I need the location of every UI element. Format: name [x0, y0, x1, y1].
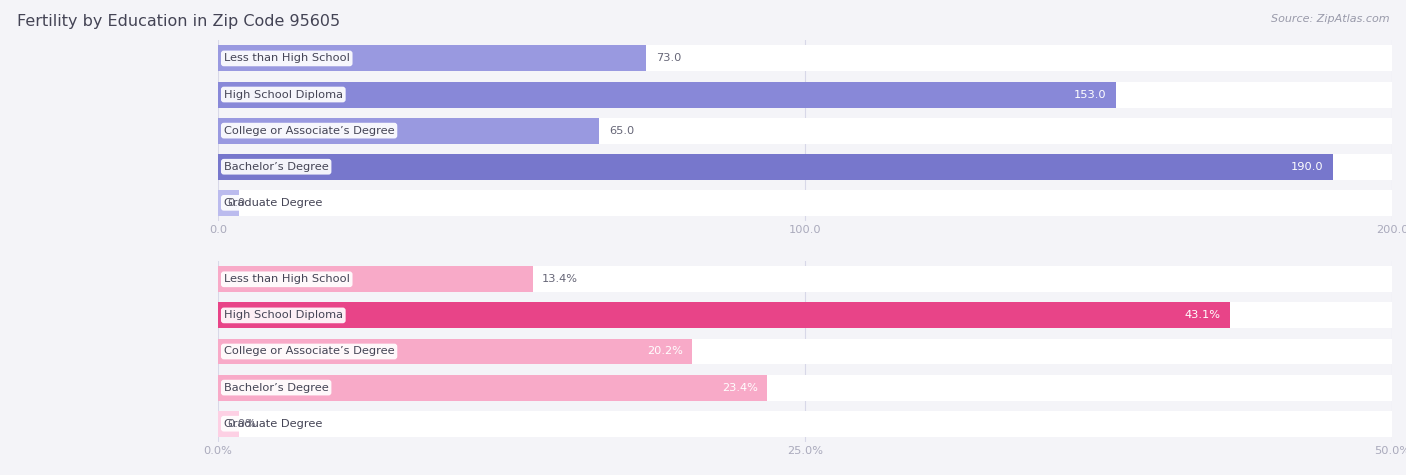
Bar [218, 375, 768, 400]
Text: Less than High School: Less than High School [224, 274, 350, 285]
Text: 23.4%: 23.4% [723, 382, 758, 393]
Text: 153.0: 153.0 [1074, 89, 1107, 100]
Bar [218, 190, 1392, 216]
Bar [218, 266, 1392, 292]
Text: 0.0%: 0.0% [228, 418, 256, 429]
Bar [218, 411, 239, 437]
Bar [218, 190, 239, 216]
Text: Bachelor’s Degree: Bachelor’s Degree [224, 162, 329, 172]
Text: 65.0: 65.0 [609, 125, 634, 136]
Bar [218, 375, 1392, 400]
Bar [218, 339, 692, 364]
Bar [218, 154, 1392, 180]
Text: 0.0: 0.0 [228, 198, 246, 208]
Bar [218, 118, 1392, 143]
Bar [218, 118, 599, 143]
Text: Less than High School: Less than High School [224, 53, 350, 64]
Bar [218, 266, 533, 292]
Bar [218, 303, 1230, 328]
Bar [218, 303, 1392, 328]
Text: Graduate Degree: Graduate Degree [224, 418, 322, 429]
Bar [218, 411, 1392, 437]
Bar [218, 46, 1392, 71]
Text: High School Diploma: High School Diploma [224, 89, 343, 100]
Text: Fertility by Education in Zip Code 95605: Fertility by Education in Zip Code 95605 [17, 14, 340, 29]
Text: Source: ZipAtlas.com: Source: ZipAtlas.com [1271, 14, 1389, 24]
Text: Bachelor’s Degree: Bachelor’s Degree [224, 382, 329, 393]
Bar [218, 46, 647, 71]
Bar [218, 82, 1392, 107]
Text: 13.4%: 13.4% [541, 274, 578, 285]
Bar [218, 154, 1333, 180]
Text: 73.0: 73.0 [655, 53, 682, 64]
Bar [218, 339, 1392, 364]
Text: High School Diploma: High School Diploma [224, 310, 343, 321]
Text: 43.1%: 43.1% [1184, 310, 1220, 321]
Text: 20.2%: 20.2% [647, 346, 683, 357]
Text: Graduate Degree: Graduate Degree [224, 198, 322, 208]
Text: 190.0: 190.0 [1291, 162, 1324, 172]
Text: College or Associate’s Degree: College or Associate’s Degree [224, 125, 395, 136]
Bar [218, 82, 1116, 107]
Text: College or Associate’s Degree: College or Associate’s Degree [224, 346, 395, 357]
